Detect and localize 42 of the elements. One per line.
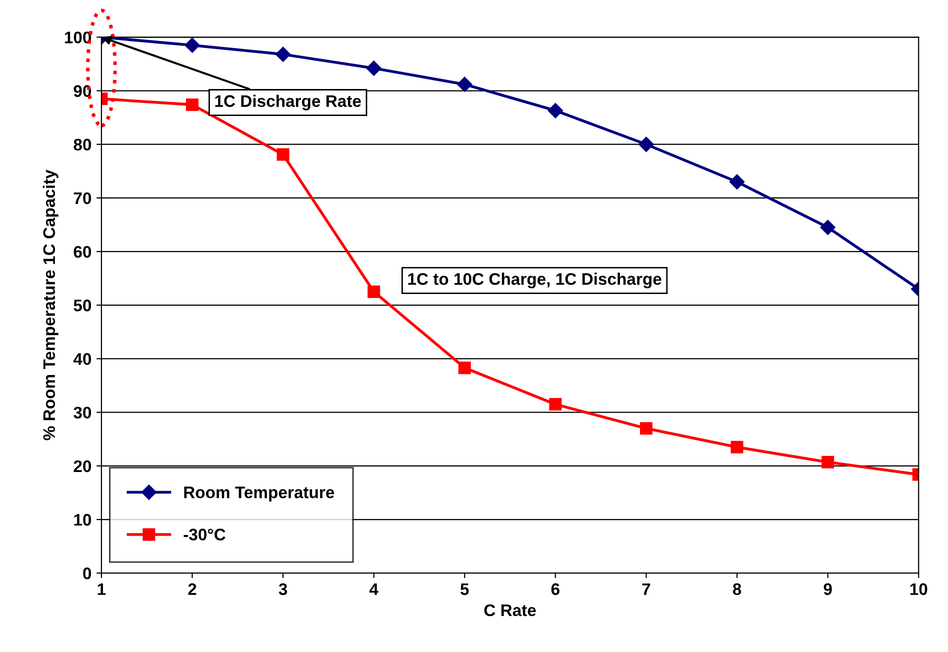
y-tick-label: 50 bbox=[74, 300, 92, 312]
x-tick-label: 7 bbox=[642, 583, 650, 595]
x-tick-label: 6 bbox=[551, 583, 560, 596]
point bbox=[366, 60, 382, 76]
y-tick-label: 40 bbox=[73, 353, 92, 365]
point bbox=[638, 136, 654, 152]
x-tick-label: 8 bbox=[732, 583, 742, 596]
y-tick-label: 0 bbox=[83, 568, 92, 580]
x-tick-label: 4 bbox=[369, 583, 378, 595]
point bbox=[640, 422, 652, 435]
point bbox=[368, 285, 380, 298]
point bbox=[730, 440, 744, 454]
point bbox=[457, 76, 472, 92]
annotation: 1C to 10C Charge, 1C Discharge bbox=[408, 272, 662, 288]
point bbox=[548, 103, 563, 118]
point bbox=[275, 46, 291, 62]
point bbox=[276, 148, 290, 161]
x-tick-label: 1 bbox=[98, 583, 106, 595]
x-tick-label: 5 bbox=[460, 583, 469, 596]
annotation: 1C Discharge Rate bbox=[215, 94, 361, 110]
point bbox=[184, 38, 200, 53]
legend-label: Room Temperature bbox=[184, 486, 334, 502]
y-tick-label: 100 bbox=[64, 32, 92, 44]
y-tick-label: 10 bbox=[74, 514, 92, 526]
point bbox=[549, 398, 562, 411]
point bbox=[729, 174, 745, 190]
x-axis-title: C Rate bbox=[484, 604, 536, 616]
x-tick-label: 9 bbox=[824, 583, 832, 596]
x-tick-label: 3 bbox=[278, 583, 288, 596]
x-tick-label: 2 bbox=[188, 583, 196, 595]
point bbox=[822, 456, 834, 468]
y-tick-label: 80 bbox=[74, 138, 92, 151]
point bbox=[820, 220, 836, 235]
legend-label: -30°C bbox=[184, 528, 226, 540]
point bbox=[186, 98, 198, 111]
x-tick-label: 10 bbox=[910, 583, 928, 596]
point bbox=[458, 362, 471, 374]
y-tick-label: 30 bbox=[74, 406, 92, 419]
y-tick-label: 70 bbox=[74, 192, 92, 204]
y-tick-label: 20 bbox=[74, 460, 92, 472]
y-tick-label: 60 bbox=[74, 246, 92, 258]
y-axis-title: % Room Temperature 1C Capacity bbox=[42, 170, 58, 440]
